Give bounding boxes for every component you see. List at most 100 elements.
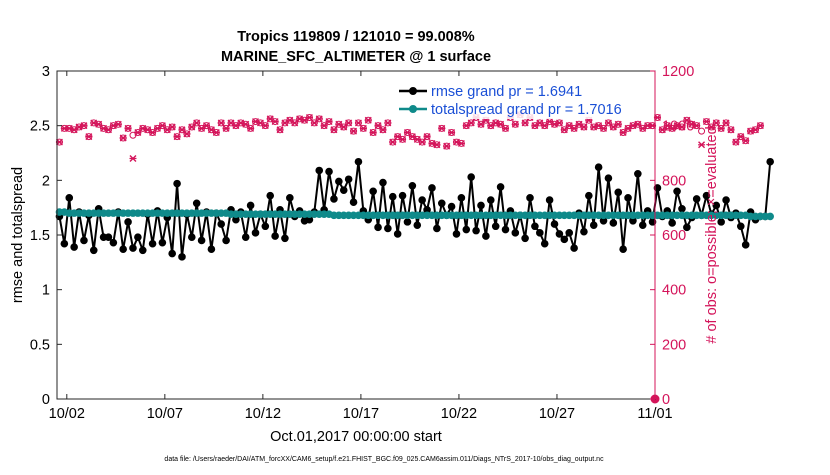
rmse-marker — [281, 234, 289, 243]
rmse-marker — [124, 218, 132, 226]
obs-evaluated-marker — [580, 123, 588, 131]
obs-evaluated-marker — [551, 120, 559, 128]
obs-evaluated-marker — [359, 124, 367, 132]
obs-evaluated-marker — [315, 115, 323, 123]
y-axis-right: 0 200 400 600 800 1000 1200 — [650, 64, 694, 408]
obs-evaluated-marker — [457, 139, 465, 147]
y-left-tick-label: 0.5 — [30, 337, 50, 353]
obs-evaluated-marker — [247, 124, 255, 132]
obs-evaluated-marker — [428, 139, 436, 147]
obs-evaluated-marker — [85, 133, 93, 141]
rmse-marker — [384, 224, 392, 233]
x-tick-label: 10/22 — [441, 406, 477, 422]
rmse-marker — [398, 191, 407, 200]
rmse-marker — [192, 199, 201, 208]
obs-evaluated-marker — [212, 129, 220, 136]
legend-swatch-marker — [409, 105, 417, 113]
legend-label: totalspread grand pr = 1.7016 — [431, 102, 622, 118]
rmse-marker — [315, 166, 324, 175]
rmse-marker — [594, 163, 603, 172]
obs-evaluated-marker — [614, 120, 622, 128]
rmse-marker — [379, 178, 387, 187]
totalspread-marker — [766, 212, 774, 221]
rmse-marker — [222, 236, 230, 245]
obs-evaluated-marker — [222, 124, 230, 132]
obs-evaluated-marker — [119, 134, 127, 142]
rmse-marker — [437, 199, 446, 208]
rmse-marker — [246, 201, 255, 210]
rmse-marker — [251, 229, 260, 237]
obs-evaluated-marker — [305, 113, 313, 121]
y-axis-left-label: rmse and totalspread — [10, 167, 26, 303]
rmse-marker — [89, 246, 98, 255]
rmse-marker — [339, 186, 348, 194]
obs-evaluated-marker — [438, 124, 446, 132]
obs-evaluated-marker — [747, 127, 755, 135]
rmse-marker — [545, 196, 554, 204]
y-right-tick-label: 1000 — [662, 119, 694, 135]
obs-evaluated-marker — [433, 141, 441, 149]
rmse-marker — [129, 244, 137, 252]
x-tick-label: 10/07 — [147, 406, 183, 422]
y-right-tick-label: 1200 — [662, 64, 694, 80]
rmse-marker — [119, 245, 127, 254]
rmse-marker — [158, 238, 167, 247]
rmse-marker — [472, 226, 480, 235]
obs-evaluated-marker — [756, 122, 764, 130]
y-left-tick-label: 0 — [42, 392, 50, 408]
obs-evaluated-marker — [114, 120, 122, 128]
obs-evaluated-marker — [712, 119, 720, 127]
obs-evaluated-marker — [467, 119, 475, 127]
obs-evaluated-marker — [354, 119, 362, 127]
obs-evaluated-marker — [271, 118, 279, 126]
x-axis-label: Oct.01,2017 00:00:00 start — [270, 429, 442, 445]
rmse-marker — [491, 222, 500, 231]
rmse-marker — [134, 233, 142, 241]
y-left-tick-label: 3 — [42, 64, 50, 80]
obs-evaluated-marker — [423, 133, 431, 141]
obs-evaluated-marker — [399, 135, 407, 143]
rmse-marker — [496, 183, 505, 191]
y-right-tick-label: 600 — [662, 228, 686, 244]
rmse-marker — [330, 195, 338, 203]
rmse-marker — [570, 244, 578, 252]
x-tick-label: 10/12 — [245, 406, 281, 422]
rmse-marker — [197, 236, 206, 245]
rmse-marker — [736, 222, 745, 231]
rmse-marker — [511, 229, 520, 237]
y-right-tick-label: 0 — [662, 392, 670, 408]
rmse-marker — [138, 246, 147, 255]
rmse-marker — [70, 243, 78, 251]
rmse-marker — [673, 187, 681, 196]
legend-box — [396, 79, 646, 119]
rmse-marker — [428, 184, 436, 192]
obs-evaluated-marker — [193, 119, 201, 127]
obs-evaluated-marker — [139, 124, 147, 132]
rmse-marker — [344, 175, 353, 184]
obs-evaluated-marker — [727, 126, 735, 134]
rmse-marker — [565, 229, 574, 237]
rmse-marker — [266, 191, 275, 200]
obs-evaluated-marker — [252, 118, 260, 126]
rmse-marker — [501, 225, 510, 234]
rmse-marker — [413, 221, 422, 229]
obs-evaluated-marker — [237, 119, 245, 127]
rmse-marker — [168, 249, 176, 258]
obs-evaluated-marker — [590, 123, 598, 131]
rmse-marker — [104, 233, 113, 241]
rmse-marker — [374, 223, 382, 232]
legend-label: rmse grand pr = 1.6941 — [431, 84, 582, 100]
obs-evaluated-marker — [296, 115, 304, 123]
obs-evaluated-marker — [717, 124, 725, 132]
x-tick-label: 10/27 — [539, 406, 575, 422]
y-left-tick-label: 1 — [42, 283, 50, 299]
rmse-marker — [462, 225, 471, 234]
obs-evaluated-marker — [502, 124, 509, 132]
y-right-tick-label: 400 — [662, 283, 686, 299]
obs-evaluated-marker — [129, 154, 137, 162]
obs-possible-marker — [698, 127, 706, 135]
obs-evaluated-marker — [492, 119, 500, 127]
rmse-marker — [403, 218, 412, 226]
obs-evaluated-marker — [722, 119, 730, 127]
